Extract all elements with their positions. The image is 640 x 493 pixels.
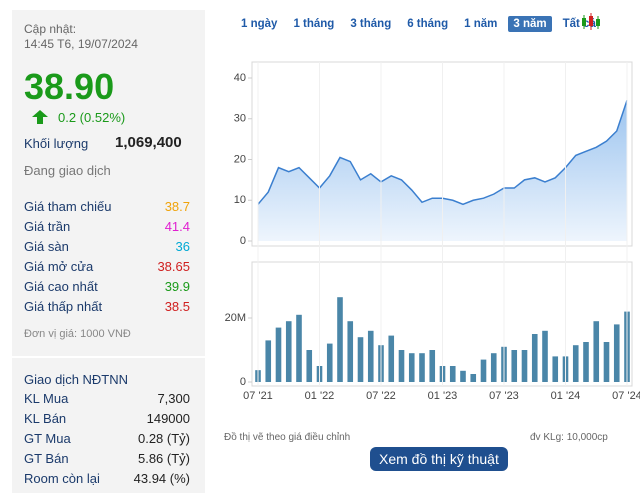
foreign-label: GT Bán xyxy=(24,451,69,466)
area xyxy=(258,100,627,241)
price-label: Giá thấp nhất xyxy=(24,299,103,314)
y-tick-label: 0 xyxy=(240,376,246,388)
x-tick-label: 01 '24 xyxy=(551,390,581,402)
y-tick-label: 10 xyxy=(234,194,246,206)
foreign-label: KL Bán xyxy=(24,411,67,426)
adjusted-note: Đồ thị vẽ theo giá điều chỉnh xyxy=(224,432,351,443)
range-buttons: 1 ngày 1 tháng 3 tháng 6 tháng 1 năm 3 năm Tất… xyxy=(236,14,607,32)
foreign-value: 43.94 (%) xyxy=(133,471,190,486)
up-arrow xyxy=(32,110,48,124)
range-button[interactable]: 3 tháng xyxy=(350,18,392,30)
range-button[interactable]: 1 năm xyxy=(464,18,498,30)
price-value: 36 xyxy=(175,239,190,254)
status: Đang giao dịch xyxy=(24,163,111,178)
volume-bar xyxy=(347,321,354,382)
y-tick-label: 20 xyxy=(234,153,246,165)
volume-bar xyxy=(593,321,600,382)
volume-bar xyxy=(367,330,374,382)
volume-bar xyxy=(511,350,518,382)
price-label: Giá mở cửa xyxy=(24,259,94,274)
volume-bar xyxy=(285,321,292,382)
volume-bar xyxy=(613,324,620,382)
range-button[interactable]: 6 tháng xyxy=(407,18,449,30)
price-value: 38.7 xyxy=(164,199,190,214)
volume-bar xyxy=(306,350,313,382)
range-button[interactable]: Tất cả xyxy=(562,18,596,30)
foreign-value: 0.28 (Tỷ) xyxy=(137,431,190,446)
volume-bar xyxy=(603,342,610,382)
x-tick-label: 07 '22 xyxy=(366,390,396,402)
price: 38.90 xyxy=(24,66,115,107)
foreign-label: GT Mua xyxy=(24,431,71,446)
foreign-value: 5.86 (Tỷ) xyxy=(137,451,190,466)
volume-bar xyxy=(480,359,487,382)
volume-bar xyxy=(470,374,477,382)
volume-bar xyxy=(531,334,538,382)
x-tick-label: 01 '23 xyxy=(428,390,458,402)
technical-chart-button[interactable]: Xem đồ thị kỹ thuật xyxy=(370,447,508,471)
foreign-value: 7,300 xyxy=(157,391,190,406)
foreign-label: Room còn lại xyxy=(24,471,100,486)
volume-bar xyxy=(449,366,456,382)
volume-bar xyxy=(326,343,333,382)
separator xyxy=(12,356,205,358)
volume-bar xyxy=(296,314,302,382)
y-tick-label: 0 xyxy=(240,235,246,247)
volume-label: Khối lượng xyxy=(24,136,89,151)
volume-bar xyxy=(552,356,559,382)
x-tick-label: 07 '23 xyxy=(489,390,519,402)
foreign-value: 149000 xyxy=(146,411,190,426)
price-value: 41.4 xyxy=(164,219,190,234)
updated-time: 14:45 T6, 19/07/2024 xyxy=(24,37,138,51)
price-label: Giá trần xyxy=(24,219,71,234)
volume-bar xyxy=(265,340,272,382)
volume-bar xyxy=(388,335,395,382)
price-label: Giá sàn xyxy=(24,239,69,254)
volume-bar xyxy=(357,337,364,382)
x-tick-label: 07 '21 xyxy=(243,390,273,402)
volume-bar xyxy=(275,327,282,382)
candle-icon[interactable] xyxy=(580,13,602,31)
volume-bar xyxy=(583,342,589,382)
change: 0.2 (0.52%) xyxy=(58,110,126,125)
range-button[interactable]: 1 tháng xyxy=(293,18,335,30)
y-tick-label: 30 xyxy=(234,113,246,125)
range-button[interactable]: 3 năm xyxy=(508,16,552,32)
foreign-label: KL Mua xyxy=(24,391,69,406)
y-tick-label: 20M xyxy=(225,312,246,324)
price-label: Giá cao nhất xyxy=(24,279,98,294)
volume-bar xyxy=(398,350,405,382)
price-value: 38.65 xyxy=(157,259,190,274)
volume-bar xyxy=(419,353,425,382)
volume-bar xyxy=(408,353,415,382)
y-tick-label: 40 xyxy=(234,72,246,84)
range-button[interactable]: 1 ngày xyxy=(241,18,278,30)
x-tick-label: 07 '24 xyxy=(612,390,640,402)
price-value: 39.9 xyxy=(164,279,190,294)
volume-bar xyxy=(429,350,436,382)
price-label: Giá tham chiếu xyxy=(24,199,112,214)
unit-note: Đơn vị giá: 1000 VNĐ xyxy=(24,328,131,340)
volume-bar xyxy=(521,350,528,382)
x-tick-label: 01 '22 xyxy=(305,390,335,402)
volume: 1,069,400 xyxy=(115,134,182,151)
foreign-title: Giao dịch NĐTNN xyxy=(24,372,129,387)
volume-unit: đv KLg: 10,000cp xyxy=(530,432,608,443)
volume-bar xyxy=(460,370,466,382)
quote-panel xyxy=(12,10,205,493)
charts: 0 10 20 30 40 0 20M 07 '21 01 '22 07 '22 01 '23 07 … xyxy=(225,61,640,402)
volume-bar xyxy=(572,345,579,382)
volume-bar xyxy=(337,297,343,382)
price-value: 38.5 xyxy=(164,299,190,314)
updated-label: Cập nhật: xyxy=(24,22,77,36)
volume-bar xyxy=(542,330,548,382)
volume-bar xyxy=(490,353,497,382)
